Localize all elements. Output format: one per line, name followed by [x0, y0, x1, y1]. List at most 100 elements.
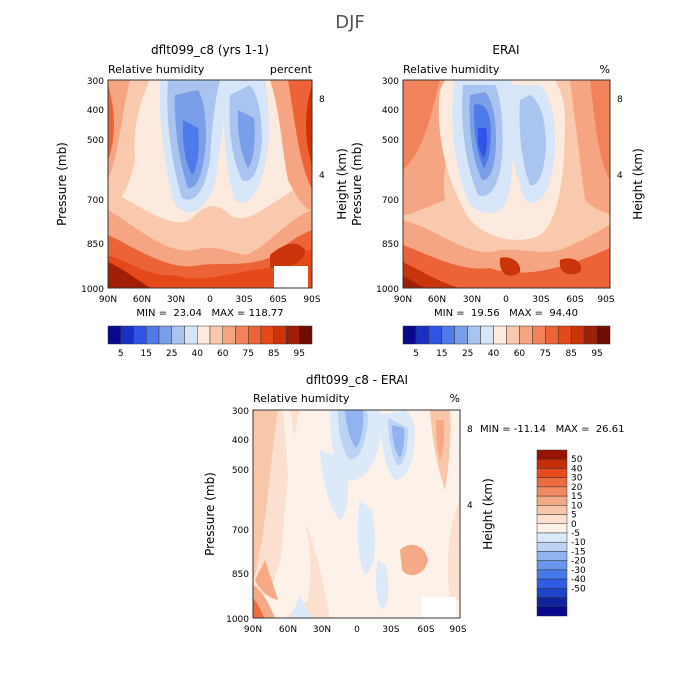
plot-frame — [402, 79, 611, 289]
y-tick-label: 300 — [382, 77, 399, 87]
panel-reanalysis: ERAI Relative humidity % 90N — [350, 43, 645, 359]
colorbar-swatch — [454, 325, 468, 345]
colorbar-label: 40 — [488, 349, 500, 359]
colorbar-label: 25 — [166, 349, 177, 359]
colorbar-label: 5 — [571, 511, 577, 521]
y-right-ticks: 8 4 — [467, 425, 473, 511]
x-tick-label: 30N — [167, 295, 185, 305]
colorbar-swatch — [441, 325, 455, 345]
colorbar-label: -10 — [571, 538, 586, 548]
colorbar-swatch — [171, 325, 185, 345]
colorbar-label: 50 — [571, 455, 583, 465]
x-tick-label: 60S — [269, 295, 286, 305]
y-tick-label: 700 — [87, 196, 104, 206]
subtitle-right: percent — [270, 63, 313, 76]
y-tick-label: 400 — [382, 106, 399, 116]
colorbar-swatch — [428, 325, 443, 345]
colorbar-label: -30 — [571, 566, 586, 576]
x-tick-label: 90N — [394, 295, 412, 305]
panel-title: dflt099_c8 (yrs 1-1) — [151, 43, 269, 57]
y-right-ticks: 8 4 — [617, 95, 623, 181]
plot-frame — [107, 79, 313, 289]
colorbar-swatch — [536, 597, 568, 608]
x-ticks: 90N 60N 30N 0 30S 60S 90S — [99, 295, 321, 305]
colorbar-swatch — [133, 325, 147, 345]
colorbar-label: 30 — [571, 474, 583, 484]
y-right-axis-label: Height (km) — [481, 478, 495, 549]
panel-title: ERAI — [492, 43, 519, 57]
colorbar-label: 15 — [141, 349, 152, 359]
y-ticks: 300 400 500 700 850 1000 — [81, 77, 104, 295]
colorbar-swatch — [536, 486, 568, 497]
subtitle-left: Relative humidity — [253, 392, 350, 405]
y-tick-label: 400 — [232, 436, 249, 446]
colorbar-swatch — [536, 551, 568, 561]
panel-title: dflt099_c8 - ERAI — [306, 373, 408, 387]
y-ticks: 300 400 500 700 850 1000 — [376, 77, 399, 295]
x-tick-label: 60S — [566, 295, 583, 305]
colorbar-label: 60 — [217, 349, 229, 359]
colorbar-label: -40 — [571, 575, 586, 585]
subtitle-right: % — [450, 392, 460, 405]
colorbar-label: 5 — [118, 349, 124, 359]
y-right-axis-label: Height (km) — [335, 148, 349, 219]
y-tick-label: 400 — [87, 106, 104, 116]
colorbar-swatch — [536, 523, 568, 534]
x-tick-label: 60S — [417, 625, 434, 635]
y-tick-label: 700 — [232, 526, 249, 536]
x-tick-label: 60N — [133, 295, 151, 305]
x-tick-label: 0 — [354, 625, 360, 635]
contour-field — [108, 80, 312, 288]
colorbar-swatch — [222, 325, 236, 345]
y-right-tick-label: 8 — [467, 425, 473, 435]
colorbar-label: 0 — [571, 520, 577, 530]
colorbar-swatch — [536, 495, 568, 506]
panel-difference: dflt099_c8 - ERAI Relative humidity % — [203, 373, 624, 635]
colorbar-swatch — [120, 325, 134, 345]
x-tick-label: 30N — [313, 625, 331, 635]
colorbar-label: 85 — [268, 349, 279, 359]
colorbar-swatch — [536, 569, 568, 580]
colorbar-label: 5 — [413, 349, 419, 359]
figure-title: DJF — [335, 12, 365, 33]
contour-field — [253, 410, 460, 618]
y-tick-label: 500 — [382, 136, 399, 146]
colorbar-swatch — [536, 468, 568, 478]
colorbar-swatch — [536, 458, 568, 469]
y-tick-label: 850 — [232, 570, 249, 580]
colorbar-swatch — [480, 325, 494, 345]
y-right-tick-label: 8 — [319, 95, 325, 105]
colorbar-swatch — [415, 325, 430, 345]
x-tick-label: 30N — [463, 295, 481, 305]
plot-frame — [252, 409, 461, 619]
colorbar-label: 75 — [243, 349, 254, 359]
colorbar: 5 15 25 40 60 75 85 95 — [107, 325, 313, 359]
colorbar-swatch — [536, 514, 568, 525]
x-tick-label: 60N — [279, 625, 297, 635]
colorbar: 5 15 25 40 60 75 85 95 — [402, 325, 611, 359]
x-tick-label: 90N — [244, 625, 262, 635]
subtitle-right: % — [600, 63, 610, 76]
y-tick-label: 500 — [87, 136, 104, 146]
x-tick-label: 90S — [303, 295, 320, 305]
min-max-stats: MIN = -11.14 MAX = 26.61 — [480, 424, 624, 435]
colorbar-swatch — [536, 588, 568, 598]
y-tick-label: 300 — [232, 407, 249, 417]
colorbar-swatch — [299, 325, 313, 345]
y-tick-label: 700 — [382, 196, 399, 206]
colorbar-swatch — [536, 477, 568, 488]
x-tick-label: 30S — [235, 295, 252, 305]
colorbar-swatch — [536, 449, 568, 460]
colorbar-swatch — [536, 505, 568, 515]
colorbar-swatch — [570, 325, 585, 345]
x-tick-label: 30S — [382, 625, 399, 635]
x-ticks: 90N 60N 30N 0 30S 60S 90S — [394, 295, 615, 305]
colorbar-swatch — [286, 325, 300, 345]
y-right-tick-label: 4 — [617, 171, 623, 181]
x-tick-label: 90S — [449, 625, 466, 635]
x-tick-label: 90S — [597, 295, 614, 305]
colorbar-swatch — [536, 541, 568, 552]
colorbar-label: -20 — [571, 557, 586, 567]
